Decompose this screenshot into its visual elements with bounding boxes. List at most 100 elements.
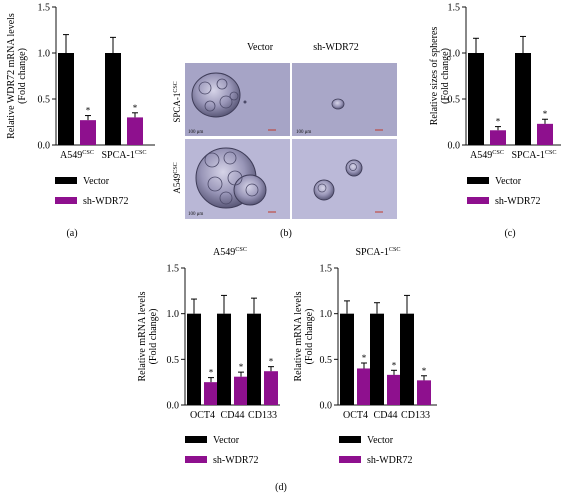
- significance-mark: *: [496, 117, 501, 127]
- y-tick-label: 1.0: [167, 309, 180, 320]
- micrograph-tile-spca1-sh: [292, 63, 397, 136]
- y-tick-label: 0.0: [448, 141, 461, 152]
- micrograph-col-sh: sh-WDR72: [313, 42, 359, 53]
- legend-swatch-vector: [339, 436, 361, 443]
- bar-sh-wdr72: [357, 368, 371, 405]
- bar-vector: [340, 313, 354, 405]
- bar-sh-wdr72: [417, 380, 431, 405]
- legend-label-sh-wdr72: sh-WDR72: [367, 455, 413, 466]
- chart-title: SPCA-1CSC: [355, 246, 400, 258]
- significance-mark: *: [209, 368, 214, 378]
- x-tick-label: CD133: [401, 410, 430, 421]
- bar-sh-wdr72: [80, 120, 96, 145]
- x-tick-label: OCT4: [343, 410, 368, 421]
- x-tick-label: CD44: [221, 410, 245, 421]
- significance-mark: *: [392, 360, 397, 370]
- bar-sh-wdr72: [204, 382, 218, 405]
- legend-c: Vector sh-WDR72: [467, 176, 541, 207]
- significance-mark: *: [422, 366, 427, 376]
- bar-vector: [515, 53, 531, 145]
- panel-label-a: (a): [66, 228, 77, 239]
- y-axis-label: Relative WDR72 mRNA levels(Fold change): [6, 13, 28, 139]
- significance-mark: *: [239, 362, 244, 372]
- bar-vector: [58, 53, 74, 145]
- legend-label-sh-wdr72: sh-WDR72: [495, 196, 541, 207]
- sphere-a549-vector: [195, 147, 267, 209]
- scale-label-1: 100 μm: [188, 130, 203, 135]
- sphere-spca1-vector: [191, 72, 247, 118]
- significance-mark: *: [133, 103, 138, 113]
- bar-sh-wdr72: [537, 123, 553, 145]
- chart-a-wdr72-mrna: 0.0 0.5 1.0 1.5 Relative WDR72 mRNA levels(F…: [6, 3, 155, 161]
- significance-mark: *: [269, 357, 274, 367]
- bar-vector: [247, 313, 261, 405]
- y-tick-label: 1.0: [38, 49, 51, 60]
- y-tick-label: 1.0: [448, 49, 461, 60]
- micrograph-panel: Vector sh-WDR72 SPCA-1CSC A549CSC: [172, 42, 397, 219]
- significance-mark: *: [543, 109, 548, 119]
- x-tick-label: SPCA-1CSC: [511, 149, 556, 161]
- y-tick-label: 1.0: [320, 309, 333, 320]
- sphere-spca1-sh: [331, 98, 345, 110]
- micrograph-row1-label: SPCA-1CSC: [172, 81, 182, 122]
- scale-label-2: 100 μm: [296, 130, 311, 135]
- y-tick-label: 0.0: [38, 141, 51, 152]
- legend-swatch-vector: [467, 177, 489, 184]
- legend-swatch-sh-wdr72: [467, 197, 489, 204]
- y-tick-label: 0.5: [38, 95, 51, 106]
- panel-label-b: (b): [280, 228, 292, 239]
- legend-label-vector: Vector: [83, 176, 110, 187]
- legend-d-left: Vector sh-WDR72: [185, 435, 259, 466]
- legend-label-vector: Vector: [495, 176, 522, 187]
- panel-label-d: (d): [275, 482, 287, 493]
- y-tick-label: 0.5: [167, 355, 180, 366]
- panel-label-c: (c): [504, 228, 515, 239]
- y-tick-label: 0.0: [320, 401, 333, 412]
- legend-label-sh-wdr72: sh-WDR72: [83, 196, 129, 207]
- bar-vector: [400, 313, 414, 405]
- legend-swatch-sh-wdr72: [185, 456, 207, 463]
- y-tick-label: 1.5: [448, 3, 461, 14]
- x-tick-label: OCT4: [190, 410, 215, 421]
- sphere-a549-sh: [313, 159, 363, 201]
- bar-vector: [105, 53, 121, 145]
- y-tick-label: 1.5: [320, 264, 333, 275]
- legend-swatch-sh-wdr72: [339, 456, 361, 463]
- bar-vector: [217, 313, 231, 405]
- micrograph-row2-label: A549CSC: [172, 162, 182, 193]
- bar-vector: [468, 53, 484, 145]
- bar-sh-wdr72: [127, 117, 143, 145]
- y-axis-label: Relative mRNA levels(Fold change): [137, 291, 159, 381]
- micrograph-col-vector: Vector: [247, 42, 274, 53]
- bar-vector: [370, 313, 384, 405]
- legend-d-right: Vector sh-WDR72: [339, 435, 413, 466]
- y-axis-label: Relative mRNA levels(Fold change): [293, 291, 315, 381]
- significance-mark: *: [362, 353, 367, 363]
- legend-swatch-sh-wdr72: [55, 197, 77, 204]
- micrograph-tile-a549-sh: [292, 139, 397, 219]
- chart-d-spca1-markers: 0.0 0.5 1.0 1.5 Relative mRNA levels(Fold ch…: [293, 246, 437, 421]
- bar-sh-wdr72: [490, 130, 506, 145]
- y-tick-label: 0.5: [320, 355, 333, 366]
- chart-d-a549-markers: 0.0 0.5 1.0 1.5 Relative mRNA levels(Fold ch…: [137, 246, 280, 421]
- significance-mark: *: [86, 106, 91, 116]
- y-tick-label: 1.5: [38, 3, 51, 14]
- x-tick-label: A549CSC: [470, 149, 504, 161]
- y-tick-label: 0.5: [448, 95, 461, 106]
- x-tick-label: SPCA-1CSC: [101, 149, 146, 161]
- legend-label-sh-wdr72: sh-WDR72: [213, 455, 259, 466]
- legend-a: Vector sh-WDR72: [55, 176, 129, 207]
- x-tick-label: A549CSC: [60, 149, 94, 161]
- legend-swatch-vector: [55, 177, 77, 184]
- chart-c-sphere-size: 0.0 0.5 1.0 1.5 Relative sizes of spheres(Fo…: [429, 3, 561, 161]
- y-tick-label: 1.5: [167, 264, 180, 275]
- bar-sh-wdr72: [387, 374, 401, 405]
- bar-sh-wdr72: [234, 376, 248, 405]
- chart-title: A549CSC: [213, 246, 247, 258]
- y-tick-label: 0.0: [167, 401, 180, 412]
- legend-label-vector: Vector: [213, 435, 240, 446]
- bar-sh-wdr72: [264, 371, 278, 405]
- legend-label-vector: Vector: [367, 435, 394, 446]
- x-tick-label: CD44: [374, 410, 398, 421]
